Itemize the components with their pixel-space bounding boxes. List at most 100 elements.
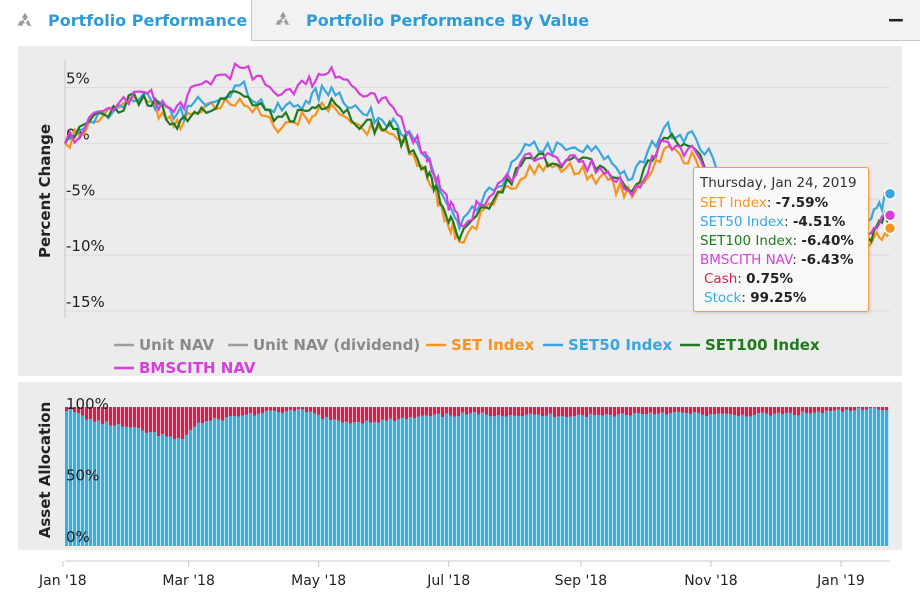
bar-cash xyxy=(565,407,569,418)
y-tick-label: 100% xyxy=(66,395,109,413)
tooltip-label: Stock xyxy=(704,290,742,306)
bar-stock xyxy=(309,411,313,546)
bar-stock xyxy=(665,414,669,546)
collapse-button[interactable]: − xyxy=(886,7,906,33)
bar-stock xyxy=(613,416,617,546)
bar-stock xyxy=(597,414,601,546)
bar-stock xyxy=(213,418,217,546)
bar-cash xyxy=(873,407,877,408)
bar-stock xyxy=(397,419,401,546)
bar-stock xyxy=(269,410,273,546)
bar-stock xyxy=(793,415,797,546)
legend-item-set[interactable]: SET Index xyxy=(426,336,535,354)
hover-marker-bmscith xyxy=(883,208,897,222)
bar-stock xyxy=(157,436,161,546)
bar-cash xyxy=(609,407,613,415)
bar-cash xyxy=(165,407,169,437)
bar-stock xyxy=(593,414,597,546)
bar-cash xyxy=(817,407,821,412)
bar-stock xyxy=(241,415,245,546)
bar-cash xyxy=(377,407,381,423)
bar-stock xyxy=(465,414,469,546)
bar-stock xyxy=(577,414,581,546)
bar-stock xyxy=(729,414,733,546)
bar-cash xyxy=(213,407,217,419)
bar-cash xyxy=(113,407,117,426)
bar-cash xyxy=(185,407,189,435)
bar-cash xyxy=(625,407,629,416)
bar-cash xyxy=(877,407,881,410)
bar-stock xyxy=(845,409,849,546)
bar-stock xyxy=(333,419,337,546)
tooltip-label: Cash xyxy=(704,271,738,287)
bar-cash xyxy=(421,407,425,416)
bar-cash xyxy=(601,407,605,416)
tooltip-label: BMSCITH NAV xyxy=(700,252,793,268)
bar-cash xyxy=(277,407,281,413)
bar-stock xyxy=(369,422,373,546)
bar-stock xyxy=(221,420,225,546)
bar-stock xyxy=(653,414,657,546)
bar-cash xyxy=(677,407,681,412)
bar-cash xyxy=(821,407,825,414)
legend-item-set50[interactable]: SET50 Index xyxy=(543,336,673,354)
bar-stock xyxy=(373,422,377,546)
bar-stock xyxy=(565,417,569,546)
bar-cash xyxy=(409,407,413,418)
bar-cash xyxy=(477,407,481,415)
bar-stock xyxy=(777,412,781,546)
bar-stock xyxy=(885,410,889,546)
bar-cash xyxy=(553,407,557,418)
bar-stock xyxy=(413,417,417,546)
bar-cash xyxy=(657,407,661,414)
tooltip-row-set: SET Index: -7.59% xyxy=(700,195,829,211)
bar-cash xyxy=(537,407,541,415)
bar-cash xyxy=(285,407,289,412)
legend-item-unit_nav_div[interactable]: Unit NAV (dividend) xyxy=(228,336,420,354)
bar-stock xyxy=(813,412,817,546)
bar-stock xyxy=(105,421,109,546)
bar-stock xyxy=(253,415,257,546)
bar-cash xyxy=(389,407,393,419)
bar-cash xyxy=(333,407,337,420)
bar-cash xyxy=(129,407,133,428)
legend-item-set100[interactable]: SET100 Index xyxy=(680,336,820,354)
tooltip-label: SET Index xyxy=(700,195,767,211)
bar-cash xyxy=(489,407,493,417)
bar-cash xyxy=(321,407,325,420)
bar-stock xyxy=(509,415,513,546)
bar-stock xyxy=(801,411,805,546)
bar-cash xyxy=(729,407,733,415)
legend-item-bmscith[interactable]: BMSCITH NAV xyxy=(114,359,256,377)
bar-cash xyxy=(473,407,477,413)
bar-cash xyxy=(173,407,177,440)
bar-stock xyxy=(681,412,685,546)
tab-portfolio-performance[interactable]: Portfolio Performance xyxy=(0,0,252,41)
bar-cash xyxy=(573,407,577,417)
bar-cash xyxy=(453,407,457,417)
bar-stock xyxy=(485,414,489,546)
bar-stock xyxy=(209,420,213,546)
bar-cash xyxy=(825,407,829,411)
tooltip-date: Thursday, Jan 24, 2019 xyxy=(700,175,857,191)
bar-cash xyxy=(237,407,241,417)
y-axis-ticks: 5%0%-5%-10%-15% xyxy=(66,70,105,311)
bar-stock xyxy=(449,415,453,546)
bar-stock xyxy=(661,412,665,546)
tab-portfolio-performance-by-value[interactable]: Portfolio Performance By Value xyxy=(272,0,589,40)
bar-cash xyxy=(857,407,861,408)
bar-cash xyxy=(645,407,649,415)
legend-item-unit_nav[interactable]: Unit NAV xyxy=(114,336,215,354)
bar-stock xyxy=(641,414,645,546)
bar-stock xyxy=(353,422,357,546)
bar-cash xyxy=(245,407,249,415)
bar-cash xyxy=(757,407,761,414)
bar-cash xyxy=(793,407,797,416)
bar-stock xyxy=(757,413,761,546)
bar-cash xyxy=(725,407,729,414)
bar-cash xyxy=(713,407,717,415)
bar-cash xyxy=(509,407,513,416)
bar-stock xyxy=(249,413,253,546)
bar-stock xyxy=(169,436,173,546)
bar-cash xyxy=(85,407,89,420)
